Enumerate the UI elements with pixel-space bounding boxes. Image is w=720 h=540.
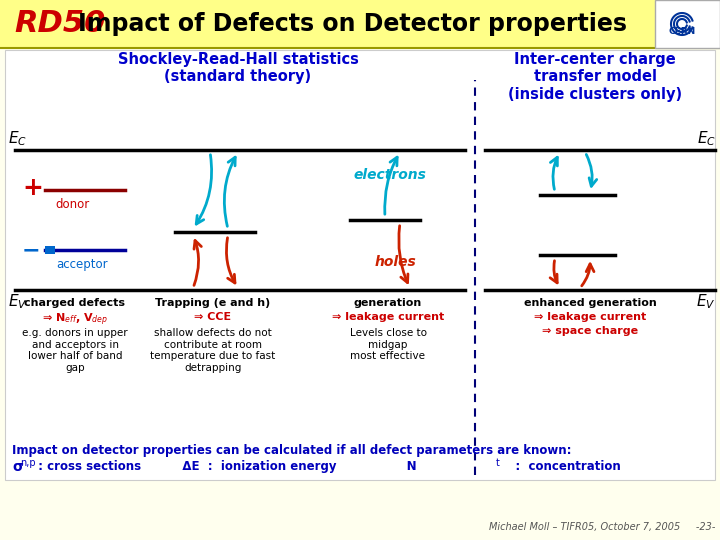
Text: : cross sections          ΔE  :  ionization energy                 N: : cross sections ΔE : ionization energy …	[34, 460, 417, 473]
Text: Trapping (e and h): Trapping (e and h)	[156, 298, 271, 308]
Bar	[45, 246, 55, 254]
Text: enhanced generation: enhanced generation	[523, 298, 657, 308]
Text: holes: holes	[374, 255, 416, 269]
Bar	[655, 0, 720, 48]
Text: σ: σ	[12, 460, 23, 474]
Text: donor: donor	[55, 198, 89, 211]
Text: ⇒ CCE: ⇒ CCE	[194, 312, 232, 322]
Text: ⇒ N$_{eff}$, V$_{dep}$: ⇒ N$_{eff}$, V$_{dep}$	[42, 312, 108, 328]
Text: t: t	[496, 458, 500, 468]
Text: +: +	[22, 176, 43, 200]
Text: e.g. donors in upper
and acceptors in
lower half of band
gap: e.g. donors in upper and acceptors in lo…	[22, 328, 128, 373]
Text: charged defects: charged defects	[24, 298, 125, 308]
Text: Levels close to
midgap
most effective: Levels close to midgap most effective	[349, 328, 426, 361]
Text: generation: generation	[354, 298, 422, 308]
Text: ⇒ leakage current: ⇒ leakage current	[534, 312, 646, 322]
Text: −: −	[22, 240, 40, 260]
Text: $E_V$: $E_V$	[696, 292, 716, 310]
Text: $E_C$: $E_C$	[8, 129, 27, 148]
Text: ⇒ leakage current: ⇒ leakage current	[332, 312, 444, 322]
Text: Impact on detector properties can be calculated if all defect parameters are kno: Impact on detector properties can be cal…	[12, 444, 572, 457]
Bar	[0, 0, 720, 48]
Text: Impact of Defects on Detector properties: Impact of Defects on Detector properties	[78, 12, 627, 36]
Text: Shockley-Read-Hall statistics
(standard theory): Shockley-Read-Hall statistics (standard …	[117, 52, 359, 84]
Text: $E_C$: $E_C$	[697, 129, 716, 148]
Text: ⇒ space charge: ⇒ space charge	[542, 326, 638, 336]
Bar	[5, 50, 715, 480]
Text: n,p: n,p	[20, 458, 35, 468]
Text: $E_V$: $E_V$	[8, 292, 27, 310]
Text: electrons: electrons	[354, 168, 426, 182]
Text: :  concentration: : concentration	[503, 460, 621, 473]
Text: Inter-center charge
transfer model
(inside clusters only): Inter-center charge transfer model (insi…	[508, 52, 682, 102]
Text: RD50: RD50	[14, 10, 105, 38]
Text: shallow defects do not
contribute at room
temperature due to fast
detrapping: shallow defects do not contribute at roo…	[150, 328, 276, 373]
Text: acceptor: acceptor	[56, 258, 108, 271]
Text: CERN: CERN	[668, 27, 696, 36]
Text: Michael Moll – TIFR05, October 7, 2005     -23-: Michael Moll – TIFR05, October 7, 2005 -…	[489, 522, 715, 532]
